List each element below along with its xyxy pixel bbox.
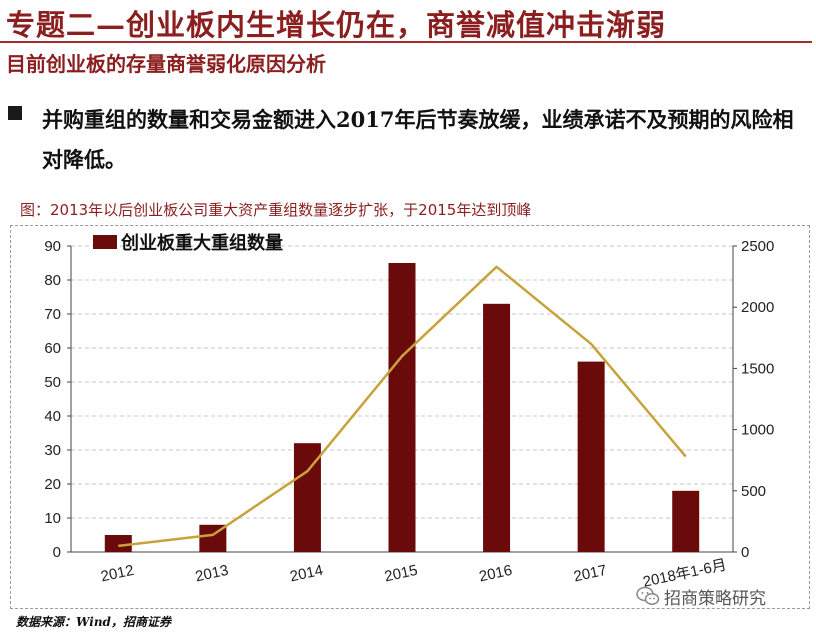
y-left-tick-label: 70: [44, 306, 61, 323]
x-tick-label: 2017: [572, 562, 608, 586]
y-right-tick-label: 2500: [741, 238, 774, 255]
bar: [483, 303, 511, 552]
y-left-tick-label: 20: [44, 476, 61, 493]
y-right-tick-label: 2000: [741, 299, 774, 316]
x-tick-label: 2015: [383, 562, 419, 586]
figure-caption: 图：2013年以后创业板公司重大资产重组数量逐步扩张，于2015年达到顶峰: [20, 201, 532, 219]
y-right-tick-label: 500: [741, 483, 766, 500]
y-left-tick-label: 10: [44, 510, 61, 527]
bar: [577, 361, 605, 552]
legend-swatch: [93, 235, 117, 249]
page-subtitle: 目前创业板的存量商誉弱化原因分析: [6, 52, 326, 76]
page-title: 专题二—创业板内生增长仍在，商誉减值冲击渐弱: [6, 8, 667, 42]
watermark-text: 招商策略研究: [664, 588, 766, 609]
y-right-tick-label: 0: [741, 544, 749, 561]
bullet-text: 并购重组的数量和交易金额进入2017年后节奏放缓，业绩承诺不及预期的风险相对降低…: [42, 107, 794, 172]
y-left-tick-label: 40: [44, 408, 61, 425]
legend-label: 创业板重大重组数量: [120, 232, 283, 254]
bar: [672, 490, 700, 552]
y-right-tick-label: 1000: [741, 422, 774, 439]
y-left-tick-label: 50: [44, 374, 61, 391]
y-left-tick-label: 60: [44, 340, 61, 357]
y-left-tick-label: 90: [44, 238, 61, 255]
x-tick-label: 2016: [478, 562, 514, 586]
wechat-icon: [636, 586, 660, 605]
x-tick-label: 2014: [288, 562, 324, 586]
bar: [104, 535, 132, 552]
square-bullet-icon: [8, 106, 22, 120]
y-left-tick-label: 80: [44, 272, 61, 289]
y-right-tick-label: 1500: [741, 360, 774, 377]
y-left-tick-label: 30: [44, 442, 61, 459]
series-line: [118, 265, 687, 548]
data-source: 数据来源：Wind，招商证券: [16, 615, 171, 629]
chart: 0 10 20 30 40 50 60 70 80 90 0 500 1000 1500 2000 2500 2…: [44, 232, 774, 591]
title-divider: [0, 41, 812, 43]
bar: [388, 263, 416, 552]
x-tick-label: 2013: [194, 562, 230, 586]
y-left-tick-label: 0: [53, 544, 61, 561]
chart-frame: 0 10 20 30 40 50 60 70 80 90 0 500 1000 1500 2000 2500 2…: [10, 225, 810, 609]
watermark: 招商策略研究: [636, 583, 766, 609]
x-tick-label: 2012: [99, 562, 135, 586]
